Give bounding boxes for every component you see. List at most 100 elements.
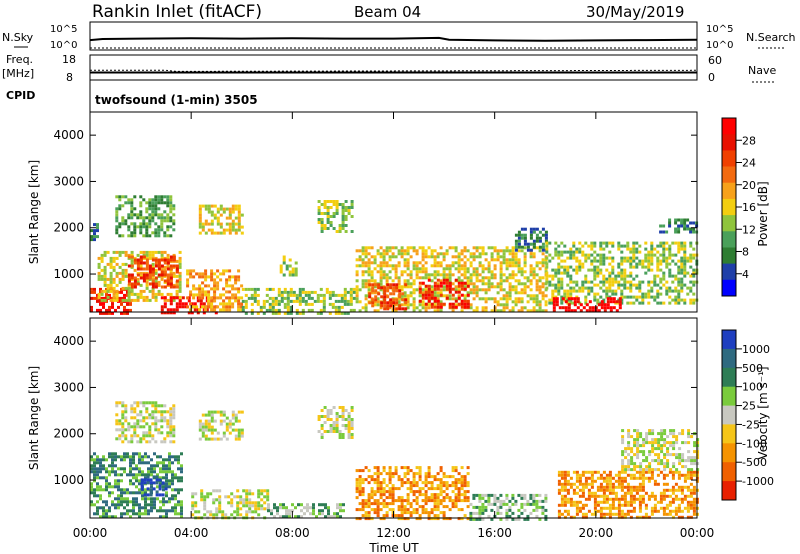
data-cell: [630, 435, 634, 439]
data-cell: [111, 464, 114, 468]
data-cell: [283, 287, 287, 291]
data-cell: [657, 453, 661, 457]
data-cell: [121, 440, 125, 444]
data-cell: [159, 506, 162, 510]
data-cell: [397, 276, 401, 280]
data-cell: [463, 299, 467, 303]
data-cell: [207, 413, 211, 417]
data-cell: [168, 485, 171, 489]
data-cell: [587, 470, 591, 474]
data-cell: [230, 498, 234, 502]
data-cell: [379, 472, 383, 476]
data-cell: [123, 293, 126, 297]
data-cell: [283, 305, 287, 309]
data-cell: [554, 286, 558, 290]
data-cell: [138, 515, 141, 519]
data-cell: [115, 413, 119, 417]
data-cell: [129, 461, 132, 465]
data-cell: [448, 276, 452, 280]
data-cell: [166, 258, 170, 262]
data-cell: [307, 308, 311, 312]
data-cell: [579, 303, 583, 307]
data-cell: [436, 297, 440, 301]
data-cell: [260, 507, 264, 511]
data-cell: [645, 438, 649, 442]
data-cell: [306, 503, 309, 507]
data-cell: [147, 497, 150, 501]
data-cell: [172, 207, 176, 211]
data-cell: [368, 301, 372, 305]
data-cell: [127, 273, 131, 277]
data-cell: [204, 290, 208, 294]
data-cell: [145, 216, 149, 220]
data-cell: [406, 282, 410, 286]
data-cell: [677, 280, 681, 284]
data-cell: [569, 289, 573, 293]
data-cell: [621, 468, 625, 472]
data-cell: [245, 489, 249, 493]
data-cell: [683, 262, 687, 266]
data-cell: [433, 287, 437, 291]
data-cell: [674, 295, 678, 299]
data-cell: [617, 286, 621, 290]
data-cell: [171, 479, 174, 483]
data-cell: [445, 487, 449, 491]
data-cell: [151, 213, 155, 217]
data-cell: [627, 453, 631, 457]
data-cell: [409, 484, 413, 488]
data-cell: [93, 232, 96, 236]
data-cell: [448, 290, 452, 294]
data-cell: [535, 264, 539, 268]
data-cell: [374, 298, 378, 302]
data-cell: [632, 485, 636, 489]
data-cell: [632, 241, 636, 245]
data-cell: [463, 493, 467, 497]
data-cell: [141, 455, 144, 459]
data-cell: [602, 494, 606, 498]
data-cell: [102, 458, 105, 462]
data-cell: [344, 206, 348, 209]
data-cell: [386, 304, 390, 308]
data-cell: [376, 466, 380, 470]
data-cell: [213, 281, 217, 285]
data-cell: [633, 462, 637, 466]
data-cell: [115, 216, 119, 220]
data-cell: [421, 246, 425, 250]
data-cell: [172, 285, 176, 289]
data-cell: [152, 481, 156, 485]
data-cell: [654, 468, 658, 472]
data-cell: [666, 459, 670, 463]
data-cell: [535, 300, 539, 304]
data-cell: [560, 250, 564, 254]
data-cell: [343, 287, 347, 291]
data-cell: [388, 270, 392, 274]
data-cell: [204, 428, 208, 432]
data-cell: [333, 512, 336, 516]
data-cell: [307, 293, 311, 297]
data-cell: [683, 259, 687, 263]
data-cell: [144, 452, 147, 456]
data-cell: [332, 227, 336, 230]
data-cell: [520, 233, 524, 237]
data-cell: [283, 296, 287, 300]
data-cell: [484, 288, 488, 292]
data-cell: [645, 459, 649, 463]
data-cell: [172, 440, 176, 444]
y-tick-label: 4000: [53, 334, 84, 348]
data-cell: [394, 469, 398, 473]
data-cell: [611, 268, 615, 272]
data-cell: [666, 435, 670, 439]
data-cell: [148, 222, 152, 226]
data-cell: [551, 268, 555, 272]
data-cell: [166, 410, 170, 414]
data-cell: [216, 287, 220, 291]
data-cell: [114, 479, 117, 483]
data-cell: [511, 276, 515, 280]
data-cell: [573, 300, 577, 304]
data-cell: [523, 227, 527, 231]
data-cell: [96, 293, 99, 297]
data-cell: [686, 224, 690, 228]
data-cell: [400, 246, 404, 250]
data-cell: [523, 508, 527, 512]
data-cell: [148, 201, 152, 205]
